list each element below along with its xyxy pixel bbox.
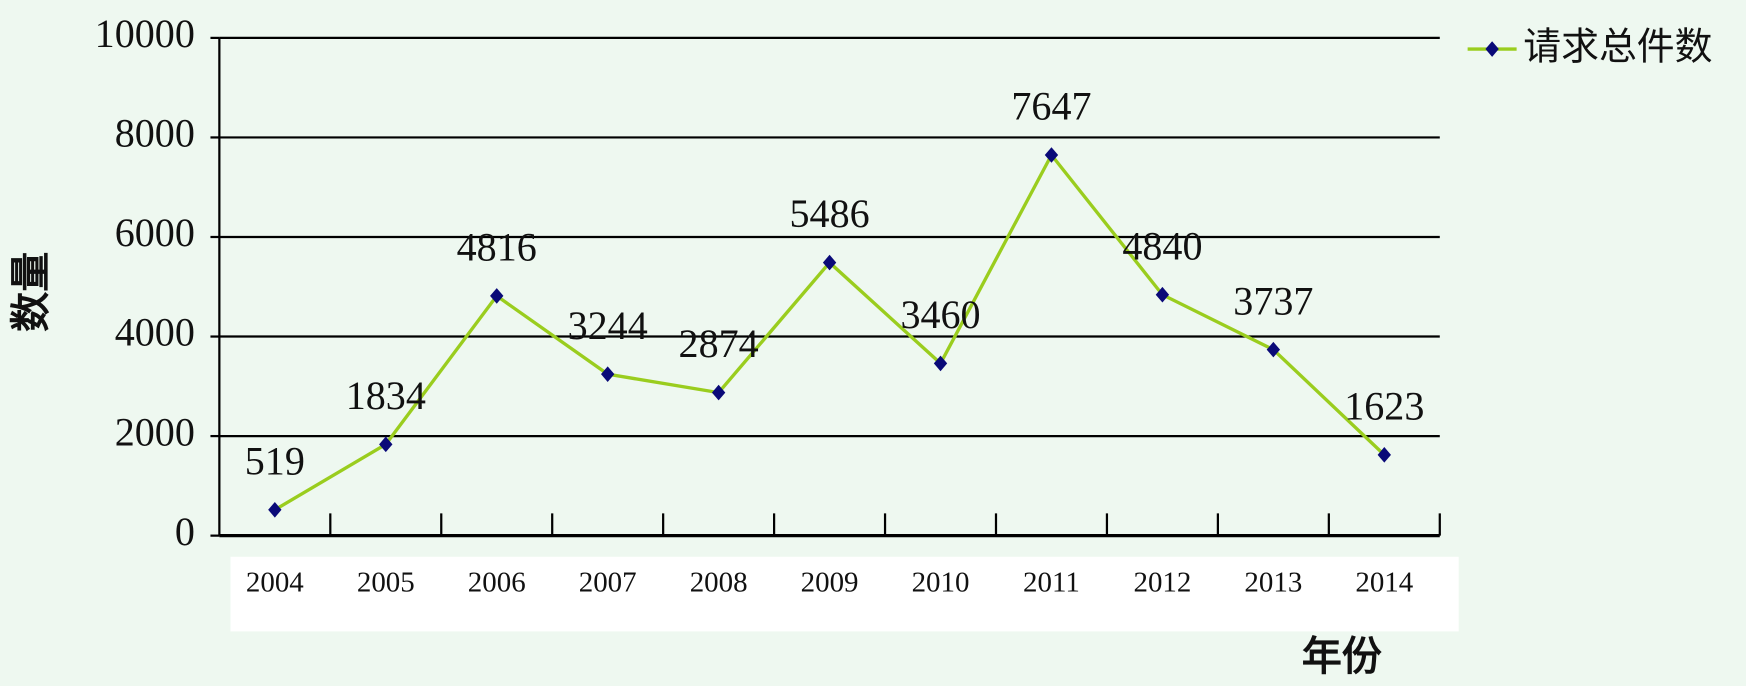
legend-label: 请求总件数: [1523, 25, 1712, 69]
x-tick-label: 2011: [1023, 566, 1080, 598]
data-label: 1834: [346, 373, 426, 418]
data-label: 7647: [1011, 84, 1091, 129]
x-tick-label: 2005: [357, 566, 415, 598]
y-tick-label: 2000: [115, 409, 195, 454]
y-tick-label: 10000: [95, 11, 195, 56]
x-tick-label: 2013: [1244, 566, 1302, 598]
marker: [933, 355, 948, 372]
data-label: 3244: [568, 303, 648, 348]
marker: [1266, 341, 1281, 358]
data-label: 519: [245, 438, 305, 483]
marker: [600, 366, 615, 382]
marker: [1155, 286, 1170, 303]
data-label: 5486: [789, 191, 869, 236]
x-label-box: [230, 556, 1459, 632]
x-tick-label: 2007: [579, 566, 637, 598]
x-tick-label: 2006: [468, 566, 526, 598]
data-label: 3737: [1233, 278, 1313, 323]
x-tick-label: 2012: [1133, 566, 1191, 598]
data-label: 3460: [900, 292, 980, 337]
data-label: 4840: [1122, 223, 1202, 268]
marker: [711, 384, 726, 401]
y-axis-label: 数量: [8, 252, 54, 332]
legend-marker: [1485, 41, 1499, 57]
marker: [1377, 447, 1391, 463]
marker: [268, 502, 282, 518]
x-tick-label: 2014: [1355, 566, 1413, 598]
data-label: 4816: [457, 225, 537, 270]
x-tick-label: 2009: [801, 566, 859, 598]
marker: [1044, 147, 1059, 163]
x-tick-label: 2004: [246, 566, 304, 598]
y-tick-label: 6000: [115, 210, 195, 255]
x-tick-label: 2010: [912, 566, 970, 598]
x-tick-label: 2008: [690, 566, 748, 598]
y-tick-label: 4000: [115, 310, 195, 355]
data-label: 1623: [1344, 384, 1424, 429]
y-tick-label: 0: [175, 509, 195, 554]
y-tick-label: 8000: [115, 111, 195, 156]
data-label: 2874: [679, 321, 759, 366]
x-axis-label: 年份: [1302, 634, 1382, 680]
